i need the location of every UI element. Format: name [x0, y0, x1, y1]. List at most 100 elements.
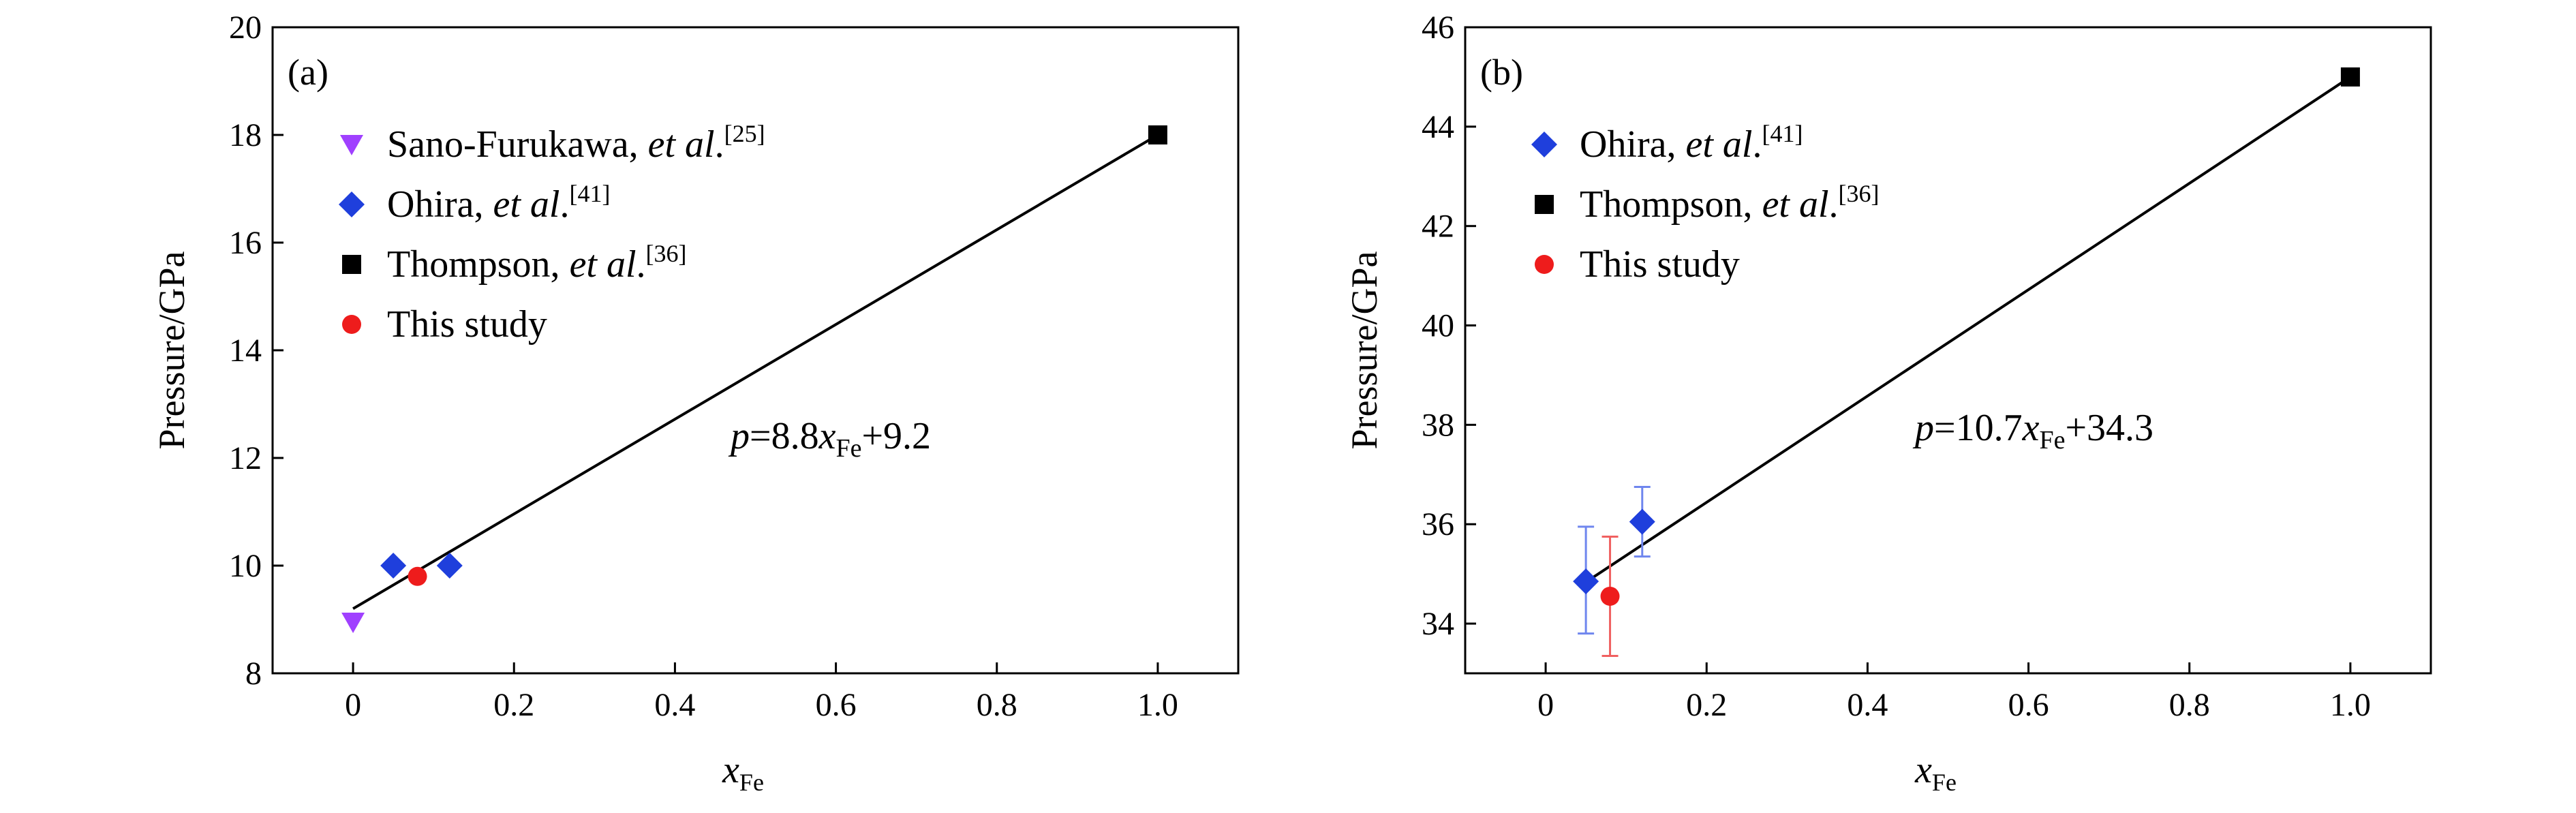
- legend-ref: [41]: [1762, 120, 1803, 147]
- legend-name-em: et al: [1762, 183, 1829, 226]
- equation-p: p: [1912, 407, 1934, 449]
- x-axis-label: xFe: [722, 749, 764, 796]
- x-axis-label-sub: Fe: [739, 769, 764, 796]
- panel-label: (b): [1480, 52, 1523, 93]
- y-tick-label: 10: [229, 548, 262, 584]
- data-point: [1573, 568, 1599, 595]
- legend-name-em: et al: [648, 123, 715, 166]
- y-axis-label: Pressure/GPa: [151, 251, 192, 449]
- series-1: [2340, 67, 2360, 87]
- x-tick-label: 0.4: [654, 687, 695, 723]
- legend-marker: [1535, 195, 1554, 214]
- y-tick-label: 46: [1422, 10, 1454, 46]
- equation-intercept: +9.2: [861, 415, 931, 457]
- legend-marker: [1531, 132, 1557, 157]
- fit-equation: p=10.7xFe+34.3: [1912, 407, 2153, 455]
- fit-equation: p=8.8xFe+9.2: [728, 415, 931, 463]
- chart-panel-a: 8 10 12 14 16 18 20 0 0.2 0.4 0.6 0.8 1.0 Pressure/GP…: [151, 10, 1240, 796]
- data-point: [408, 566, 427, 586]
- equation-slope: =8.8: [750, 415, 819, 457]
- y-tick-label: 14: [229, 333, 262, 369]
- fit-line: [1585, 76, 2352, 583]
- legend-name-tail: .: [1829, 183, 1839, 226]
- legend-name: This study: [387, 303, 547, 346]
- fit-line: [352, 134, 1159, 610]
- y-tick-label: 20: [229, 10, 262, 46]
- series-1: [380, 553, 463, 579]
- y-tick-label: 34: [1422, 606, 1454, 642]
- x-tick-label: 0.6: [2008, 687, 2049, 723]
- legend-name: Thompson,: [1580, 183, 1762, 226]
- x-axis-label-main: x: [1914, 749, 1932, 791]
- x-tick-label: 0: [345, 687, 361, 723]
- series-2: [1600, 535, 1620, 657]
- legend-label: This study: [387, 303, 547, 346]
- y-axis-label: Pressure/GPa: [1344, 251, 1385, 449]
- plot-frame: [1464, 26, 2432, 675]
- legend-ref: [36]: [646, 240, 687, 267]
- chart-panel-b: 34 36 38 40 42 44 46 0 0.2 0.4 0.6 0.8 1.0 Pressure/G…: [1344, 10, 2432, 796]
- legend-marker: [339, 191, 365, 217]
- x-tick-label: 0.8: [977, 687, 1017, 723]
- legend-marker: [340, 135, 363, 155]
- y-tick-label: 8: [245, 656, 262, 692]
- series-3: [408, 566, 427, 586]
- x-tick-label: 0.4: [1847, 687, 1888, 723]
- series-0: [341, 612, 365, 633]
- legend-label: Ohira, et al.[41]: [387, 180, 610, 226]
- data-point: [1629, 508, 1655, 535]
- x-tick-label: 0.2: [1686, 687, 1727, 723]
- legend-name-em: et al: [1686, 123, 1753, 166]
- y-tick-label: 42: [1422, 209, 1454, 245]
- legend-marker: [1535, 255, 1554, 274]
- equation-x-sub: Fe: [835, 434, 861, 463]
- legend-ref: [25]: [724, 120, 765, 147]
- legend-name-tail: .: [715, 123, 724, 166]
- y-tick-label: 40: [1422, 308, 1454, 344]
- data-point: [341, 612, 365, 633]
- legend-name: Sano-Furukawa,: [387, 123, 648, 166]
- y-tick-label: 16: [229, 225, 262, 261]
- x-axis-label: xFe: [1914, 749, 1957, 796]
- y-tick-label: 38: [1422, 407, 1454, 443]
- equation-intercept: +34.3: [2065, 407, 2153, 449]
- data-point: [2340, 67, 2360, 87]
- panel-label: (a): [288, 52, 328, 93]
- data-point: [380, 553, 407, 579]
- legend-label: Sano-Furukawa, et al.[25]: [387, 120, 765, 166]
- legend-name: This study: [1580, 243, 1740, 286]
- series-2: [1148, 125, 1167, 144]
- equation-x-sub: Fe: [2039, 426, 2065, 455]
- x-axis-label-sub: Fe: [1932, 769, 1957, 796]
- legend-name-em: et al: [493, 183, 560, 226]
- legend-name: Ohira,: [1580, 123, 1686, 166]
- legend-label: Thompson, et al.[36]: [387, 240, 687, 286]
- legend-marker: [342, 315, 361, 334]
- x-tick-label: 0.6: [816, 687, 857, 723]
- legend-marker: [342, 255, 361, 274]
- x-tick-label: 1.0: [1137, 687, 1178, 723]
- legend-name-tail: .: [560, 183, 570, 226]
- legend-name-tail: .: [1753, 123, 1762, 166]
- legend-name: Thompson,: [387, 243, 570, 286]
- y-tick-label: 44: [1422, 109, 1454, 145]
- equation-p: p: [728, 415, 750, 457]
- legend-name: Ohira,: [387, 183, 493, 226]
- legend-ref: [41]: [570, 180, 611, 207]
- legend-name-tail: .: [637, 243, 646, 286]
- x-tick-label: 1.0: [2330, 687, 2371, 723]
- y-tick-label: 18: [229, 117, 262, 153]
- equation-x: x: [2022, 407, 2040, 449]
- x-tick-label: 0: [1537, 687, 1554, 723]
- data-point: [1600, 586, 1620, 606]
- series-0: [1573, 486, 1655, 635]
- x-tick-label: 0.8: [2169, 687, 2210, 723]
- equation-slope: =10.7: [1934, 407, 2023, 449]
- legend-label: This study: [1580, 243, 1740, 286]
- y-tick-label: 12: [229, 440, 262, 476]
- data-point: [1148, 125, 1167, 144]
- x-axis-label-main: x: [722, 749, 739, 791]
- legend-label: Thompson, et al.[36]: [1580, 180, 1880, 226]
- data-point: [436, 553, 463, 579]
